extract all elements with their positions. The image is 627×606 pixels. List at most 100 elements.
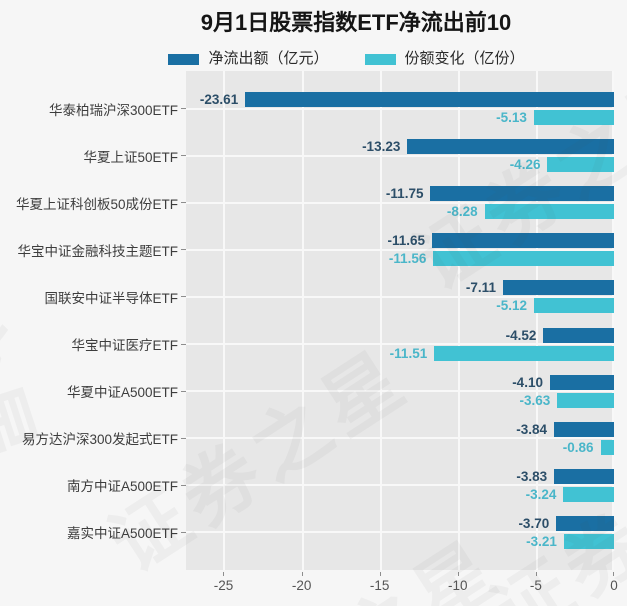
y-axis-tick (181, 155, 186, 157)
legend-label-share-change: 份额变化（亿份） (404, 50, 525, 67)
bar-row: -3.21 (186, 533, 614, 549)
x-axis-tick (613, 572, 614, 576)
bar-row: -11.75 (186, 186, 614, 202)
outflow-value-label: -4.10 (512, 374, 543, 390)
vertical-gridline (457, 71, 460, 570)
bar-row: -23.61 (186, 92, 614, 108)
horizontal-gridline (186, 295, 614, 298)
bar-row: -4.10 (186, 374, 614, 390)
category-label: 华泰柏瑞沪深300ETF (48, 102, 178, 118)
outflow-value-label: -4.52 (505, 327, 537, 343)
bar-row: -5.13 (186, 110, 614, 126)
share-change-bar (563, 486, 614, 502)
vertical-gridline (535, 71, 538, 570)
outflow-value-label: -23.61 (199, 92, 239, 108)
share-change-value-label: -11.56 (388, 251, 427, 267)
bar-group: -7.11 -5.12 (186, 273, 614, 320)
share-change-value-label: -5.12 (496, 298, 528, 314)
category-label: 南方中证A500ETF (66, 479, 178, 495)
share-change-bar (484, 204, 614, 220)
x-axis-tick (457, 572, 459, 576)
x-axis-tick (535, 572, 537, 576)
horizontal-gridline (186, 154, 614, 157)
legend-item-outflow: 净流出额（亿元） (168, 50, 329, 67)
bar-row: -11.51 (186, 345, 614, 361)
share-change-value-label: -0.86 (562, 439, 594, 455)
y-axis-tick (181, 390, 186, 392)
outflow-bar (432, 233, 614, 249)
horizontal-gridline (186, 484, 614, 487)
category-label: 华宝中证金融科技主题ETF (17, 243, 179, 259)
bar-group: -4.52 -11.51 (186, 320, 614, 367)
vertical-gridline (301, 71, 304, 570)
vertical-gridline (612, 71, 614, 570)
share-change-bar (533, 110, 614, 126)
category-row: 华夏上证50ETF (0, 132, 186, 179)
category-row: 国联安中证半导体ETF (0, 273, 186, 320)
category-label: 国联安中证半导体ETF (44, 290, 179, 306)
outflow-value-label: -3.70 (518, 515, 550, 531)
category-row: 南方中证A500ETF (0, 462, 186, 509)
category-row: 华宝中证医疗ETF (0, 320, 186, 367)
bar-row: -8.28 (186, 204, 614, 220)
x-axis: -25 -20 -15 -10 -5 0 (186, 570, 618, 600)
outflow-value-label: -13.23 (362, 139, 401, 155)
category-label: 华宝中证医疗ETF (71, 338, 179, 354)
outflow-value-label: -11.75 (385, 186, 424, 202)
bar-row: -0.86 (186, 439, 614, 455)
category-row: 华夏中证A500ETF (0, 368, 186, 415)
horizontal-gridline (186, 107, 614, 110)
legend: 净流出额（亿元） 份额变化（亿份） (66, 51, 627, 67)
x-axis-tick-label: 0 (610, 578, 618, 593)
bar-group: -11.65 -11.56 (186, 226, 614, 273)
bar-row: -4.52 (186, 327, 614, 343)
x-axis-tick (301, 572, 303, 576)
y-axis-tick (181, 296, 186, 298)
outflow-value-label: -3.84 (516, 421, 548, 437)
bar-group: -3.70 -3.21 (186, 509, 614, 556)
bar-row: -3.83 (186, 468, 614, 484)
bar-row: -11.56 (186, 251, 614, 267)
horizontal-gridline (186, 531, 614, 534)
category-label: 嘉实中证A500ETF (66, 526, 178, 542)
outflow-value-label: -7.11 (465, 280, 496, 296)
category-row: 嘉实中证A500ETF (0, 509, 186, 556)
y-axis-tick (181, 202, 186, 204)
y-axis-tick (181, 484, 186, 486)
bar-group: -3.84 -0.86 (186, 415, 614, 462)
horizontal-gridline (186, 343, 614, 346)
horizontal-gridline (186, 390, 614, 393)
x-axis-tick-label: -20 (291, 578, 312, 593)
bar-group: -23.61 -5.13 (186, 85, 614, 132)
share-change-bar (433, 251, 614, 267)
x-axis-tick (379, 572, 381, 576)
share-change-bar (547, 157, 614, 173)
bar-row: -4.26 (186, 157, 614, 173)
share-change-bar (534, 298, 614, 314)
outflow-bar (554, 421, 614, 437)
outflow-bar (502, 280, 614, 296)
bar-row: -7.11 (186, 280, 614, 296)
bar-row: -13.23 (186, 139, 614, 155)
bar-group: -13.23 -4.26 (186, 132, 614, 179)
legend-label-outflow: 净流出额（亿元） (208, 50, 329, 67)
outflow-value-label: -3.83 (516, 468, 548, 484)
legend-item-share-change: 份额变化（亿份） (364, 50, 525, 67)
horizontal-gridline (186, 437, 614, 440)
share-change-value-label: -3.24 (525, 486, 557, 502)
outflow-bar (407, 139, 614, 155)
bar-group: -3.83 -3.24 (186, 462, 614, 509)
plot-area: -23.61 -5.13 -13.23 -4.26 -11.75 -8.28 -11.65-… (186, 71, 614, 570)
category-row: 华宝中证金融科技主题ETF (0, 226, 186, 273)
category-row: 华夏上证科创板50成份ETF (0, 179, 186, 226)
share-change-value-label: -3.21 (526, 533, 557, 549)
category-label: 华夏上证50ETF (83, 149, 178, 165)
bar-row: -5.12 (186, 298, 614, 314)
chart-title: 9月1日股票指数ETF净流出前10 (200, 10, 512, 35)
horizontal-gridline (186, 248, 614, 251)
bar-group: -11.75 -8.28 (186, 179, 614, 226)
outflow-bar (554, 468, 614, 484)
share-change-value-label: -3.63 (519, 392, 551, 408)
outflow-bar (556, 515, 614, 531)
plot-bands: -23.61 -5.13 -13.23 -4.26 -11.75 -8.28 -11.65-… (186, 71, 614, 570)
